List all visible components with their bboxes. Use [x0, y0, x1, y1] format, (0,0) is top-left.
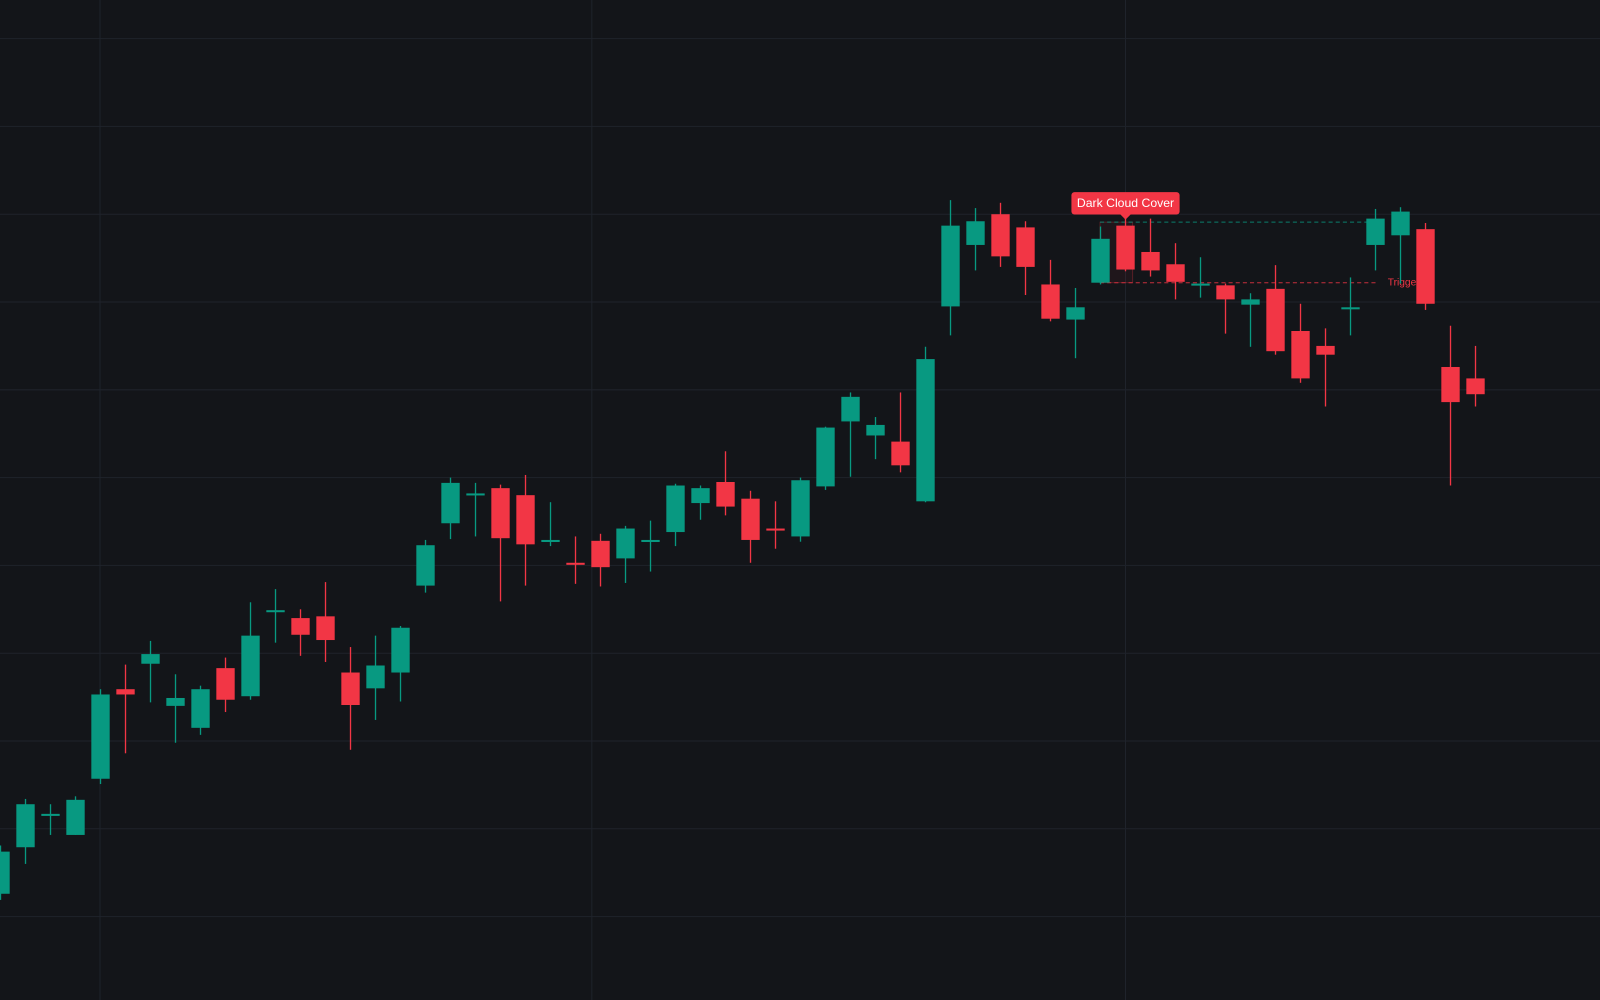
candle-body	[1141, 251, 1160, 271]
candle-body	[1166, 264, 1185, 282]
candle-body	[941, 225, 960, 307]
candle-body	[216, 668, 235, 700]
candle-body	[741, 498, 760, 540]
candle-body	[1241, 299, 1260, 305]
candle-body	[366, 665, 385, 689]
candle-body	[66, 799, 85, 835]
candle-body	[1066, 307, 1085, 320]
candle-body	[866, 424, 885, 436]
candle-body	[541, 539, 560, 542]
annotation-pointer	[1120, 214, 1131, 220]
candle-body	[1191, 283, 1210, 286]
candle-body	[466, 493, 485, 496]
candle-body	[666, 485, 685, 533]
candle-body	[816, 427, 835, 487]
candle-body	[691, 488, 710, 504]
candle-body	[1216, 285, 1235, 300]
candle-body	[1391, 211, 1410, 236]
level-label: Trigger	[1388, 277, 1420, 288]
candle-body	[791, 480, 810, 537]
annotation-box	[1071, 192, 1180, 215]
candle-body	[916, 359, 935, 502]
candle-body	[0, 851, 10, 894]
candle-body	[191, 689, 210, 728]
candle-body	[1291, 330, 1310, 379]
candle-body	[1366, 218, 1385, 245]
candle-body	[1316, 345, 1335, 355]
candle-body	[41, 813, 60, 816]
candle-body	[1116, 225, 1135, 270]
candle-body	[441, 482, 460, 524]
candle-body	[141, 654, 160, 664]
candle-body	[591, 540, 610, 568]
candle-body	[991, 214, 1010, 257]
candle-body	[566, 562, 585, 565]
candle-body	[1266, 288, 1285, 352]
candle-body	[391, 627, 410, 673]
candle-body	[891, 441, 910, 466]
candle-body	[1091, 238, 1110, 283]
candle-body	[966, 221, 985, 245]
candle-body	[16, 804, 35, 848]
candle-body	[766, 528, 785, 531]
candle-body	[716, 482, 735, 507]
annotation-text: Dark Cloud Cover	[1077, 196, 1174, 210]
candle-body	[1016, 227, 1035, 267]
candle-body	[1341, 307, 1360, 310]
candle-body	[1416, 229, 1435, 304]
candle-body	[116, 689, 135, 695]
candle-body	[291, 618, 310, 635]
candle-body	[1041, 284, 1060, 319]
candle-body	[241, 635, 260, 697]
candle-body	[316, 616, 335, 641]
candle-body	[91, 694, 110, 779]
candle-body	[841, 396, 860, 422]
candle-body	[341, 672, 360, 706]
candle-body	[166, 697, 185, 706]
candle-body	[491, 488, 510, 539]
candle-body	[641, 539, 660, 542]
candle-body	[416, 545, 435, 586]
candle-body	[1441, 366, 1460, 403]
candle-body	[1466, 378, 1485, 395]
candle-body	[516, 495, 535, 545]
candle-body	[616, 528, 635, 559]
pattern-annotation: Dark Cloud Cover	[1071, 192, 1180, 220]
candle-body	[266, 610, 285, 613]
